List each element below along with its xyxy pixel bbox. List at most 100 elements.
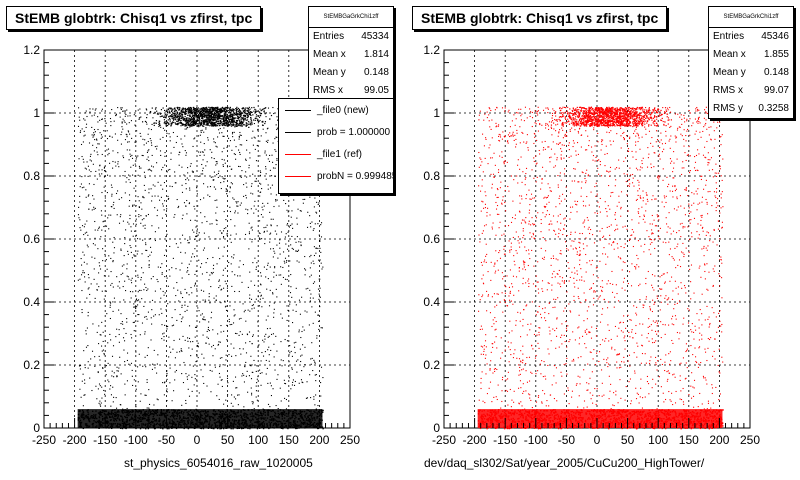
data-point [263, 266, 265, 268]
data-point [169, 245, 171, 248]
data-point [318, 320, 320, 322]
data-point [273, 356, 275, 358]
data-point [289, 292, 292, 294]
data-point [162, 166, 164, 169]
data-point [98, 226, 100, 228]
data-point [310, 262, 312, 264]
data-point [215, 164, 217, 166]
data-point [301, 330, 303, 333]
data-point [236, 205, 238, 207]
data-point [140, 215, 142, 217]
data-point [78, 158, 80, 160]
data-point [265, 319, 267, 321]
data-point [159, 116, 161, 118]
data-point [173, 110, 176, 112]
data-point [255, 266, 257, 268]
data-point [247, 116, 249, 118]
data-point [142, 138, 144, 140]
data-point [181, 304, 183, 306]
data-point [166, 388, 168, 390]
data-point [246, 119, 249, 121]
data-point [173, 121, 175, 124]
data-point [182, 109, 184, 111]
data-point [97, 154, 99, 156]
data-point [129, 115, 131, 117]
data-point [98, 325, 100, 327]
data-point [218, 116, 220, 119]
data-point [322, 377, 324, 379]
data-point [181, 115, 183, 117]
data-point [160, 308, 162, 310]
data-point [237, 205, 239, 207]
data-point [146, 407, 148, 409]
data-point [221, 124, 223, 126]
data-point [236, 106, 238, 108]
data-point [123, 349, 125, 351]
data-point [222, 177, 224, 179]
data-point [198, 175, 200, 178]
data-point [246, 334, 249, 336]
data-point [286, 223, 289, 225]
data-point [273, 250, 275, 252]
data-point [202, 299, 204, 301]
data-point [238, 394, 240, 396]
data-point [199, 111, 202, 113]
data-point [188, 124, 190, 126]
data-point [236, 121, 238, 123]
data-point [207, 186, 209, 188]
data-point [262, 120, 264, 123]
data-point [276, 296, 278, 298]
data-point [181, 373, 183, 375]
data-point [151, 195, 153, 197]
data-point [140, 279, 142, 281]
data-point [320, 251, 322, 253]
data-point [264, 338, 266, 340]
data-point [238, 122, 240, 125]
data-point [234, 126, 236, 128]
data-point [98, 355, 100, 357]
data-point [249, 427, 251, 430]
data-point [211, 117, 213, 119]
data-point [250, 355, 252, 357]
data-point [225, 119, 228, 121]
data-point [230, 113, 232, 115]
data-point [201, 222, 203, 224]
data-point [313, 396, 315, 398]
data-point [166, 277, 168, 279]
data-point [293, 199, 295, 201]
data-point [297, 249, 300, 251]
data-point [99, 132, 101, 134]
data-point [213, 157, 215, 160]
data-point [194, 326, 197, 328]
data-point [195, 115, 198, 117]
data-point [87, 288, 89, 290]
data-point [119, 216, 121, 218]
data-point [200, 212, 202, 214]
data-point [249, 157, 251, 159]
data-point [202, 107, 204, 109]
data-point [257, 115, 259, 117]
data-point [80, 229, 82, 231]
data-point [150, 278, 152, 280]
data-point [190, 118, 192, 120]
data-point [292, 248, 294, 250]
data-point [195, 115, 197, 117]
data-point [313, 398, 315, 400]
data-point [188, 124, 190, 127]
data-point [120, 107, 122, 109]
data-point [184, 123, 187, 125]
data-point [204, 121, 206, 123]
data-point [288, 377, 290, 379]
data-point [220, 123, 222, 125]
data-point [250, 298, 253, 300]
data-point [89, 377, 91, 379]
chart-panel-left: -250 -200 -150 -100 -50 0 50 100 150 200 250 0 0.2 0.… [6, 6, 394, 470]
data-point [199, 199, 202, 201]
data-point [295, 360, 298, 362]
data-point [182, 111, 184, 113]
data-point [172, 348, 174, 350]
data-point [312, 322, 314, 324]
data-point [250, 114, 252, 117]
data-point [162, 333, 164, 335]
data-point [219, 117, 221, 119]
